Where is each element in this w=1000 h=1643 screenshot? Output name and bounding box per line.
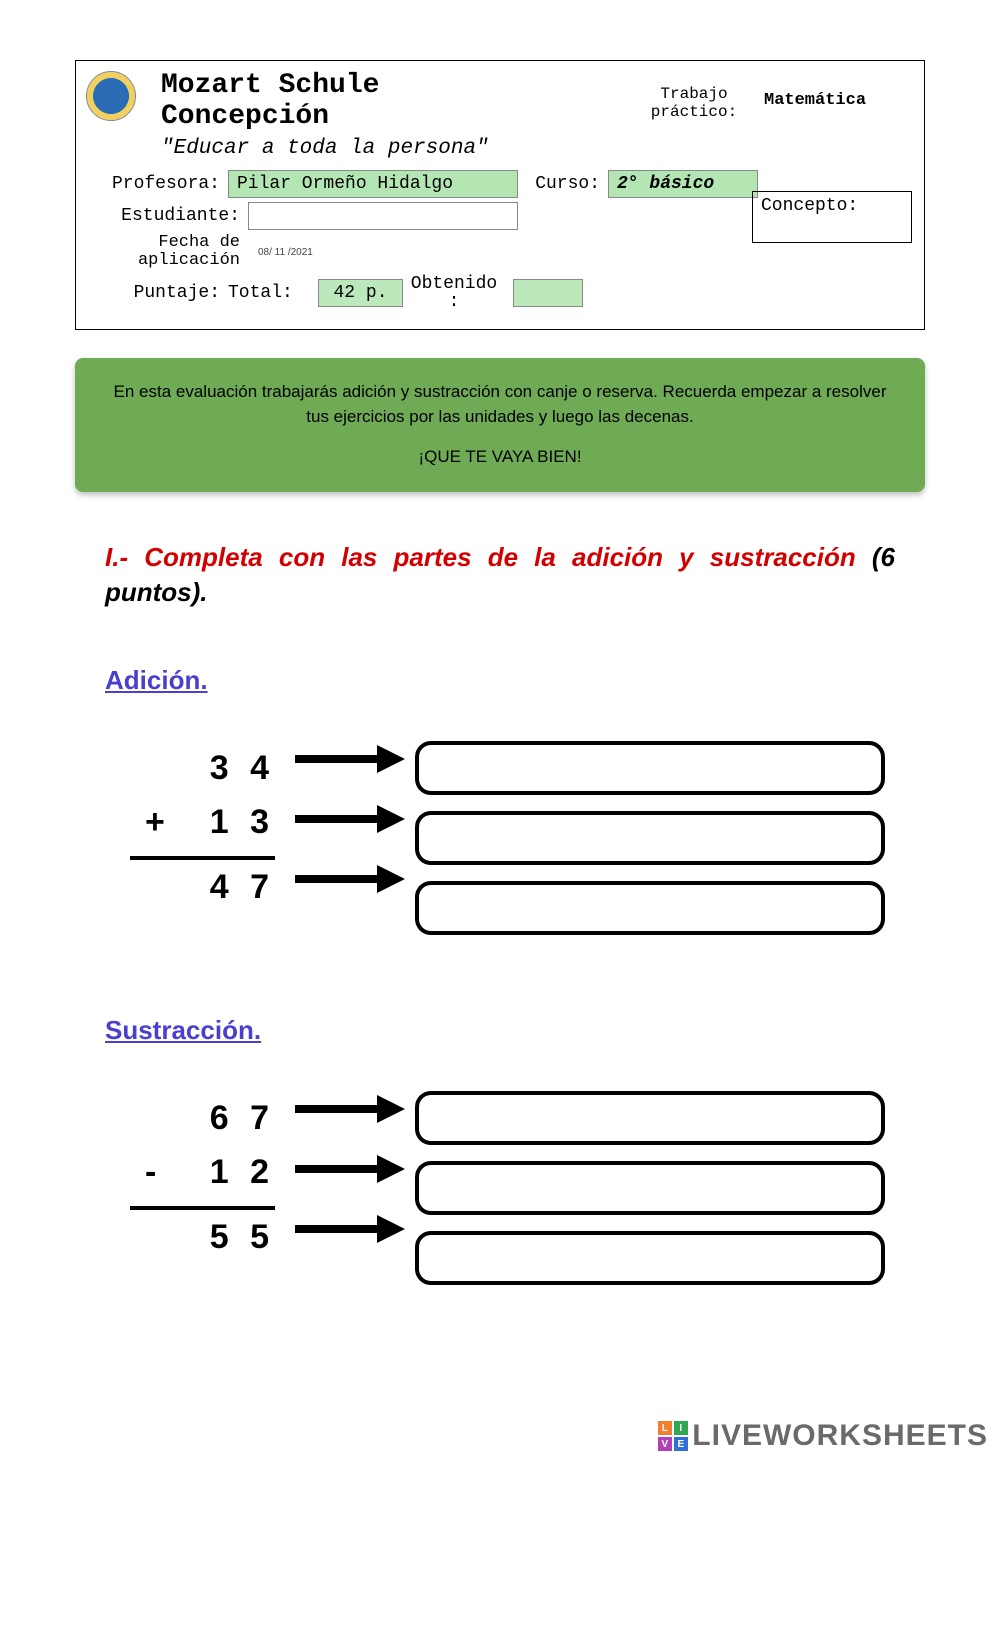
school-name-line1: Mozart Schule [161,71,624,102]
banner-line1: En esta evaluación trabajarás adición y … [105,380,895,429]
curso-label: Curso: [518,174,608,194]
watermark-text: LIVEWORKSHEETS [692,1419,988,1453]
sustraccion-answer-2[interactable] [415,1161,885,1215]
profesora-label: Profesora: [88,174,228,194]
arrow-icon [295,809,405,827]
obtenido-value[interactable] [513,279,583,307]
fecha-label-l2: aplicación [88,252,240,271]
adicion-arrows [275,741,415,887]
total-value: 42 p. [318,279,403,307]
adicion-answer-3[interactable] [415,881,885,935]
banner-line2: ¡QUE TE VAYA BIEN! [105,445,895,470]
total-label: Total: [228,283,318,303]
school-name-line2: Concepción [161,102,624,133]
fecha-value: 08/ 11 /2021 [248,247,313,258]
estudiante-input[interactable] [248,202,518,230]
sustraccion-math: 6 7 -1 2 5 5 [105,1091,275,1264]
subject-label: Matemática [764,71,914,110]
adicion-math: 3 4 +1 3 4 7 [105,741,275,914]
school-motto: "Educar a toda la persona" [161,137,624,160]
worksheet-header: Mozart Schule Concepción "Educar a toda … [75,60,925,330]
badge-v: V [658,1437,672,1451]
sustraccion-answer-3[interactable] [415,1231,885,1285]
adicion-problem: 3 4 +1 3 4 7 [105,741,925,935]
concepto-box[interactable]: Concepto: [752,191,912,243]
puntaje-label: Puntaje: [88,283,228,303]
arrow-icon [295,1099,405,1117]
section-1-title: I.- Completa con las partes de la adició… [105,540,895,610]
adicion-title: Adición. [105,665,925,696]
sustraccion-answer-1[interactable] [415,1091,885,1145]
sustraccion-problem: 6 7 -1 2 5 5 [105,1091,925,1285]
sustraccion-title: Sustracción. [105,1015,925,1046]
adicion-answer-1[interactable] [415,741,885,795]
instruction-banner: En esta evaluación trabajarás adición y … [75,358,925,492]
arrow-icon [295,1159,405,1177]
sustraccion-arrows [275,1091,415,1237]
badge-e: E [674,1437,688,1451]
badge-i: I [674,1421,688,1435]
profesora-value: Pilar Ormeño Hidalgo [228,170,518,198]
work-type-label: Trabajo práctico: [624,71,764,121]
badge-l: L [658,1421,672,1435]
adicion-answer-2[interactable] [415,811,885,865]
estudiante-label: Estudiante: [88,206,248,226]
arrow-icon [295,1219,405,1237]
arrow-icon [295,869,405,887]
fecha-label-l1: Fecha de [88,234,240,253]
obtenido-label-l1: Obtenido [403,275,505,293]
curso-value: 2° básico [608,170,758,198]
liveworksheets-watermark: L I V E LIVEWORKSHEETS [658,1419,988,1453]
arrow-icon [295,749,405,767]
obtenido-label-l2: : [403,293,505,311]
school-logo [86,71,136,121]
watermark-badge-icon: L I V E [658,1421,688,1451]
